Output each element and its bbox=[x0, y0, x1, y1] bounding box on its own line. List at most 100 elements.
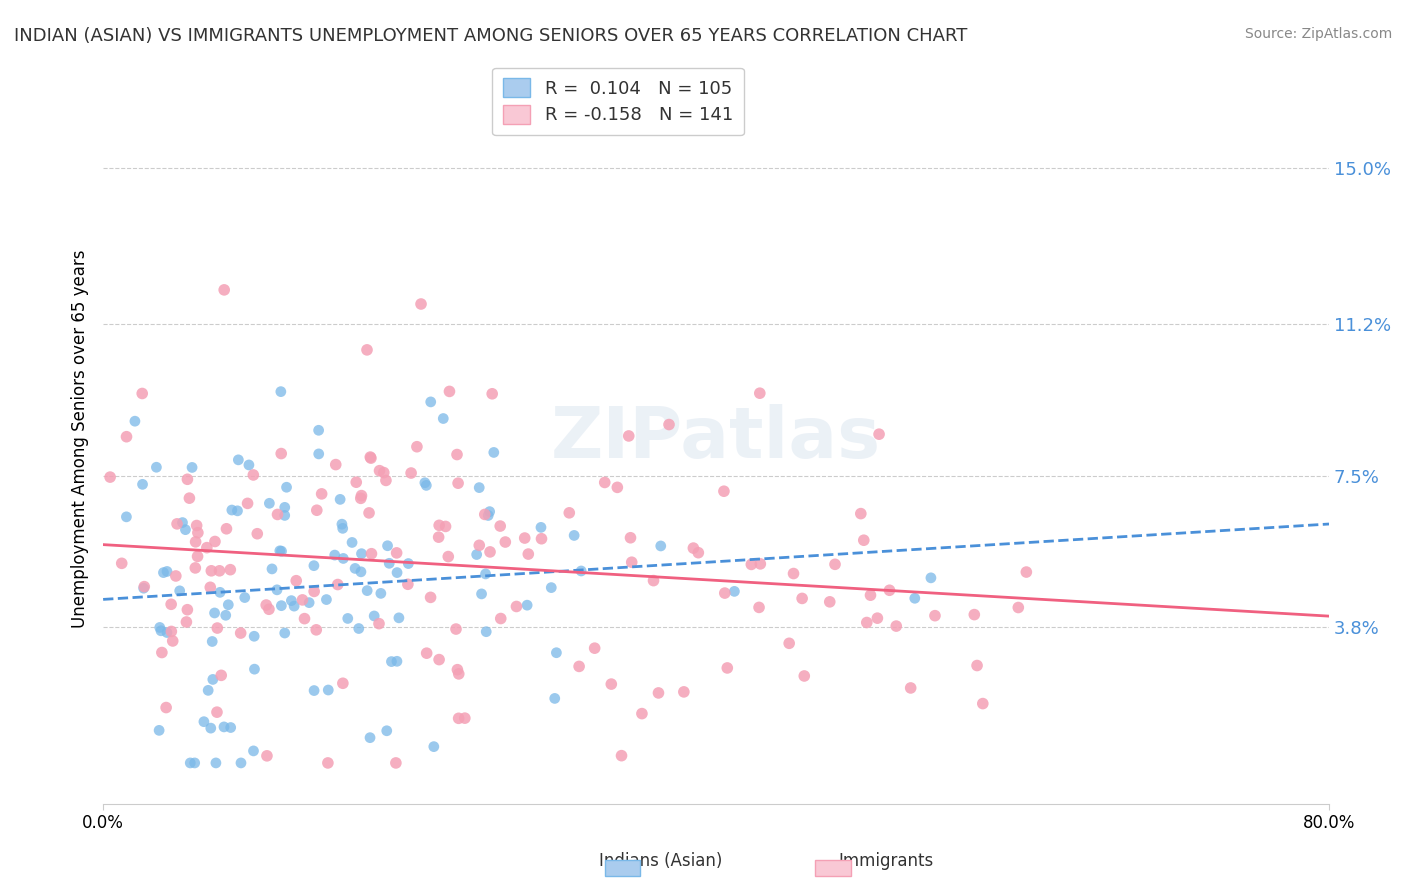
Text: Source: ZipAtlas.com: Source: ZipAtlas.com bbox=[1244, 27, 1392, 41]
Point bbox=[489, 519, 512, 533]
Point bbox=[242, 467, 264, 482]
Point bbox=[406, 440, 429, 454]
Point bbox=[209, 668, 232, 682]
Point bbox=[437, 549, 460, 564]
Point bbox=[373, 466, 395, 480]
Point bbox=[332, 551, 354, 566]
Point bbox=[311, 487, 333, 501]
Point bbox=[530, 532, 553, 546]
Point bbox=[221, 503, 243, 517]
Point bbox=[399, 466, 422, 480]
Point bbox=[388, 611, 411, 625]
Point bbox=[568, 659, 591, 673]
Point bbox=[270, 544, 292, 558]
Point bbox=[782, 566, 804, 581]
Point bbox=[375, 723, 398, 738]
Point bbox=[270, 599, 292, 613]
Point bbox=[748, 386, 770, 401]
Point bbox=[818, 595, 841, 609]
Point bbox=[600, 677, 623, 691]
Point bbox=[150, 646, 173, 660]
Point bbox=[468, 481, 491, 495]
Point bbox=[98, 470, 121, 484]
Point bbox=[166, 516, 188, 531]
Point bbox=[184, 534, 207, 549]
Point bbox=[368, 464, 391, 478]
Point bbox=[200, 564, 222, 578]
Point bbox=[468, 538, 491, 552]
Point bbox=[294, 612, 316, 626]
Point bbox=[256, 748, 278, 763]
Point bbox=[270, 446, 292, 460]
Point bbox=[682, 541, 704, 555]
Point bbox=[336, 611, 359, 625]
Text: ZIPatlas: ZIPatlas bbox=[551, 404, 882, 473]
Point bbox=[427, 518, 450, 533]
Point bbox=[688, 546, 710, 560]
Point bbox=[859, 588, 882, 602]
Point bbox=[920, 571, 942, 585]
Point bbox=[793, 669, 815, 683]
Point bbox=[257, 602, 280, 616]
Point bbox=[132, 581, 155, 595]
Point bbox=[620, 555, 643, 569]
Point bbox=[716, 661, 738, 675]
Text: Immigrants: Immigrants bbox=[838, 852, 934, 870]
Point bbox=[434, 519, 457, 533]
Point bbox=[183, 756, 205, 770]
Point bbox=[184, 561, 207, 575]
Point bbox=[474, 508, 496, 522]
Point bbox=[187, 525, 209, 540]
Point bbox=[617, 429, 640, 443]
Point bbox=[475, 624, 498, 639]
Point bbox=[380, 655, 402, 669]
Point bbox=[344, 475, 367, 490]
Point bbox=[357, 506, 380, 520]
Point bbox=[269, 544, 291, 558]
Point bbox=[219, 563, 242, 577]
Point bbox=[156, 565, 179, 579]
Point bbox=[228, 453, 250, 467]
Point bbox=[316, 683, 339, 698]
Point bbox=[280, 593, 302, 607]
Point bbox=[187, 549, 209, 564]
Point bbox=[197, 683, 219, 698]
Point bbox=[238, 458, 260, 472]
Point bbox=[326, 577, 349, 591]
Point bbox=[432, 411, 454, 425]
Point bbox=[174, 523, 197, 537]
Point bbox=[447, 666, 470, 681]
Point bbox=[207, 621, 229, 635]
Point bbox=[643, 574, 665, 588]
Point bbox=[631, 706, 654, 721]
Point bbox=[283, 599, 305, 614]
Point bbox=[274, 500, 297, 515]
Point bbox=[274, 626, 297, 640]
Point bbox=[824, 558, 846, 572]
Point bbox=[323, 548, 346, 562]
Point bbox=[285, 574, 308, 588]
Point bbox=[610, 748, 633, 763]
Point bbox=[329, 492, 352, 507]
Point bbox=[924, 608, 946, 623]
Point bbox=[344, 561, 367, 575]
Point bbox=[368, 616, 391, 631]
Point bbox=[884, 619, 907, 633]
Point bbox=[308, 423, 330, 437]
Point bbox=[650, 539, 672, 553]
Point bbox=[340, 535, 363, 549]
Point bbox=[149, 620, 172, 634]
Point bbox=[377, 539, 399, 553]
Point bbox=[963, 607, 986, 622]
Point bbox=[494, 535, 516, 549]
Point bbox=[233, 591, 256, 605]
Point bbox=[266, 582, 288, 597]
Point bbox=[169, 583, 191, 598]
Point bbox=[332, 676, 354, 690]
Point bbox=[298, 596, 321, 610]
Point bbox=[513, 531, 536, 545]
Point bbox=[212, 283, 235, 297]
Point bbox=[454, 711, 477, 725]
Point bbox=[156, 625, 179, 640]
Point bbox=[474, 566, 496, 581]
